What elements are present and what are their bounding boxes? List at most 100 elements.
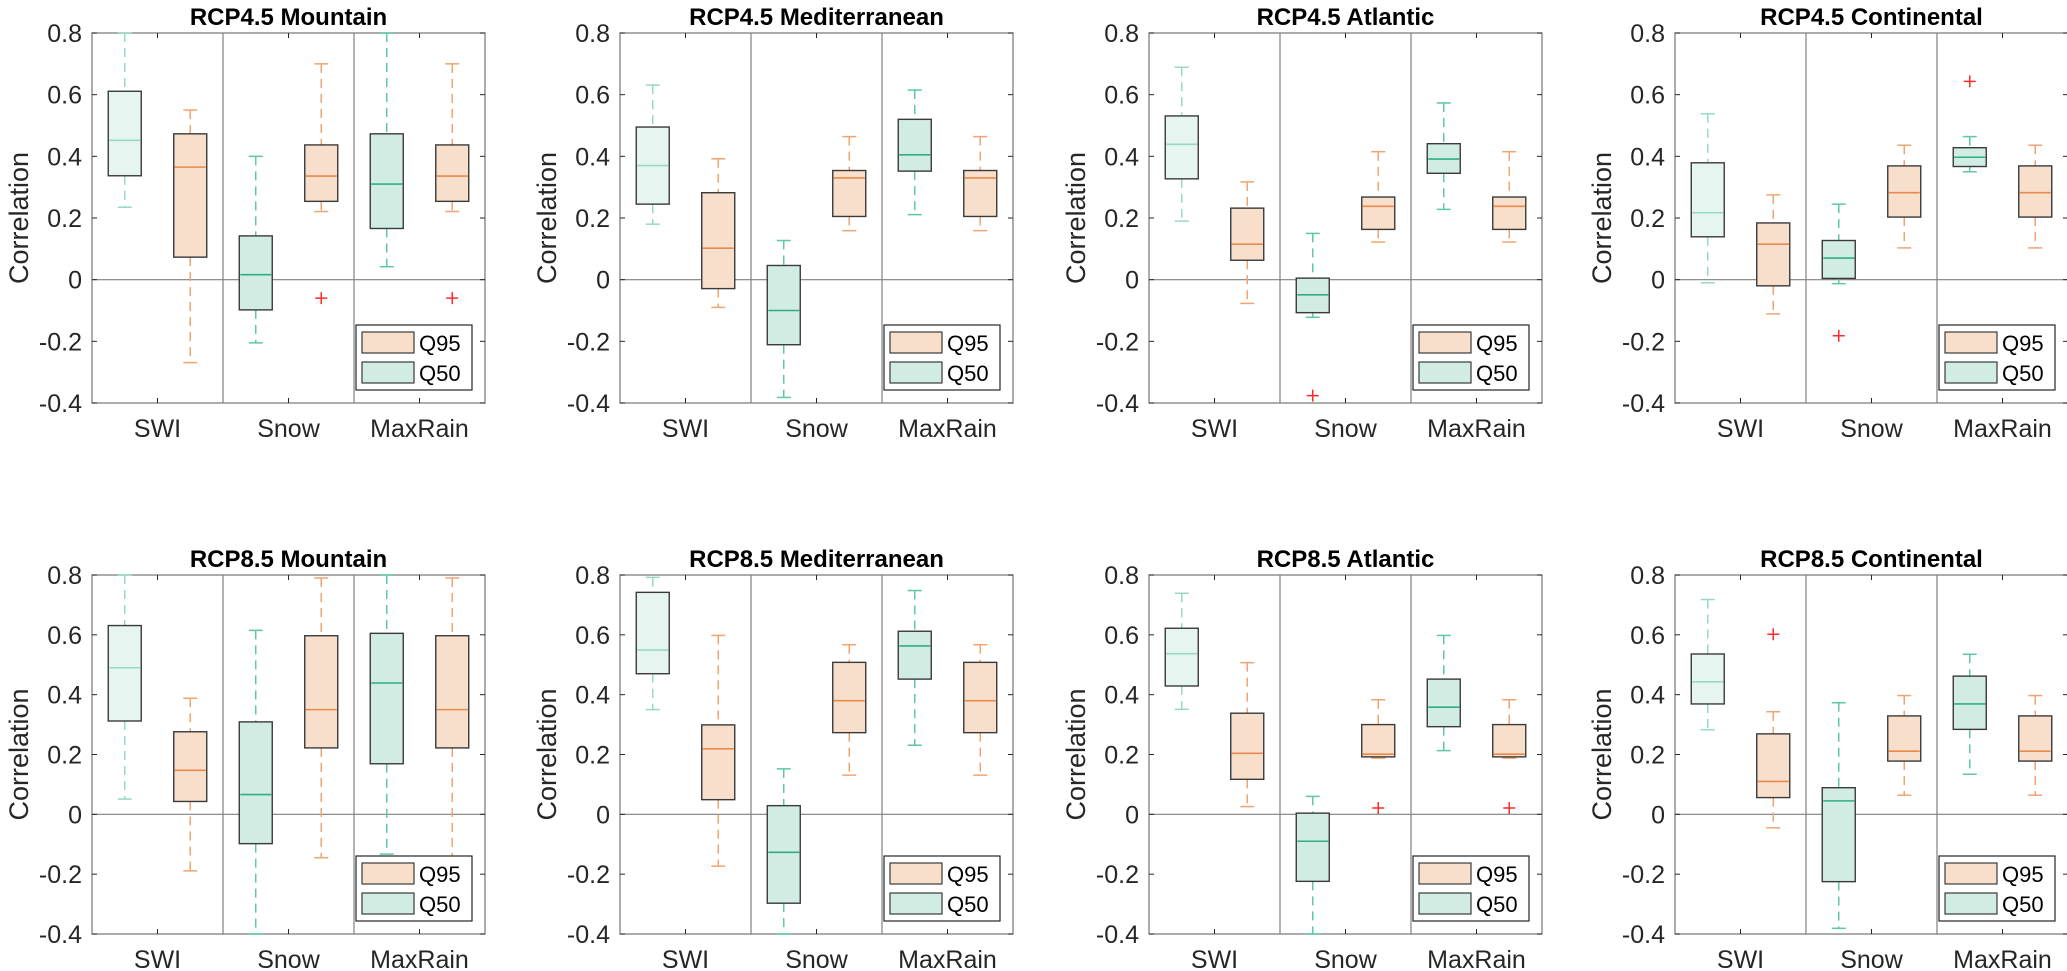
box-snow-q95 <box>1887 694 1922 796</box>
box-iqr <box>897 630 932 680</box>
subplot-6: RCP8.5 Atlantic Correlation -0.4 -0.2 0 0.2 0.… <box>1061 546 1543 971</box>
legend-label: Q95 <box>2002 862 2044 887</box>
outlier-marker <box>446 292 459 305</box>
box-swi-q95 <box>701 634 736 867</box>
x-tick-label: MaxRain <box>1427 415 1526 443</box>
x-tick-label: MaxRain <box>898 946 997 971</box>
box-swi-q50 <box>1164 66 1199 222</box>
box-snow-q50 <box>1821 701 1856 930</box>
y-axis-label: Correlation <box>1587 152 1617 284</box>
legend-label: Q50 <box>947 361 989 386</box>
box-iqr <box>1164 627 1199 687</box>
box-iqr <box>173 133 208 258</box>
y-tick-label: 0.6 <box>47 82 82 110</box>
box-snow-q50 <box>1821 203 1856 342</box>
y-tick-label: -0.2 <box>1622 328 1665 356</box>
box-maxrain-q50 <box>897 89 932 216</box>
y-tick-label: 0 <box>68 267 82 295</box>
y-axis-label: Correlation <box>532 688 562 820</box>
box-iqr <box>766 804 801 904</box>
box-iqr <box>1295 812 1330 883</box>
box-snow-q95 <box>1361 150 1396 243</box>
legend-swatch-q95 <box>1418 862 1472 885</box>
x-tick-label: MaxRain <box>898 415 997 443</box>
y-tick-label: 0 <box>1651 267 1665 295</box>
y-tick-label: 0 <box>596 267 610 295</box>
box-swi-q50 <box>107 32 142 208</box>
box-iqr <box>1361 196 1396 231</box>
x-tick-label: Snow <box>785 415 848 443</box>
y-tick-label: 0.4 <box>47 682 82 710</box>
y-tick-label: 0.6 <box>575 82 610 110</box>
box-iqr <box>2018 715 2053 762</box>
x-tick-label: SWI <box>1191 946 1238 971</box>
outlier-marker <box>1832 329 1845 342</box>
y-tick-label: 0.4 <box>575 682 610 710</box>
legend-swatch-q50 <box>1944 361 1998 384</box>
box-maxrain-q50 <box>369 574 404 855</box>
box-maxrain-q95 <box>435 577 470 859</box>
y-tick-label: -0.4 <box>39 390 82 418</box>
box-maxrain-q95 <box>1492 150 1527 243</box>
box-iqr <box>1492 196 1527 231</box>
x-tick-label: MaxRain <box>370 946 469 971</box>
legend-swatch-q95 <box>889 862 943 885</box>
y-tick-label: -0.2 <box>567 861 610 889</box>
box-snow-q50 <box>1295 795 1330 935</box>
box-iqr <box>1756 733 1791 799</box>
box-iqr <box>435 144 470 203</box>
subplot-title: RCP4.5 Atlantic <box>1257 4 1435 31</box>
box-maxrain-q95 <box>435 63 470 305</box>
y-axis-label: Correlation <box>1587 688 1617 820</box>
y-tick-label: 0.8 <box>47 562 82 590</box>
box-iqr <box>1952 675 1987 731</box>
legend-swatch-q50 <box>361 892 415 915</box>
box-maxrain-q95 <box>1492 699 1527 815</box>
legend-label: Q95 <box>1476 331 1518 356</box>
box-maxrain-q95 <box>2018 694 2053 796</box>
y-tick-label: 0.4 <box>1630 143 1665 171</box>
box-iqr <box>369 133 404 230</box>
subplot-4: RCP8.5 Mountain Correlation -0.4 -0.2 0 0.2 0.… <box>4 546 486 971</box>
y-tick-label: -0.2 <box>39 861 82 889</box>
box-swi-q50 <box>635 576 670 711</box>
y-tick-label: 0.2 <box>575 205 610 233</box>
box-snow-q95 <box>304 63 339 305</box>
legend-label: Q50 <box>2002 361 2044 386</box>
box-iqr <box>173 731 208 803</box>
box-swi-q50 <box>635 84 670 225</box>
legend-label: Q95 <box>1476 862 1518 887</box>
x-tick-label: MaxRain <box>1953 415 2052 443</box>
box-iqr <box>2018 165 2053 218</box>
y-tick-label: 0 <box>1125 801 1139 829</box>
y-tick-label: -0.4 <box>1622 921 1665 949</box>
box-swi-q50 <box>1164 592 1199 711</box>
y-tick-label: 0.4 <box>575 143 610 171</box>
x-tick-label: Snow <box>257 415 320 443</box>
box-swi-q50 <box>1690 598 1725 731</box>
y-tick-label: 0.2 <box>1630 742 1665 770</box>
box-snow-q50 <box>766 768 801 935</box>
y-tick-label: -0.2 <box>1096 328 1139 356</box>
y-tick-label: -0.2 <box>1622 861 1665 889</box>
subplot-3: RCP4.5 Continental Correlation -0.4 -0.2 0 0.… <box>1587 4 2067 443</box>
outlier-marker <box>315 292 328 305</box>
y-tick-label: 0.4 <box>1630 682 1665 710</box>
box-iqr <box>832 661 867 734</box>
y-tick-label: 0.2 <box>1104 205 1139 233</box>
box-swi-q50 <box>107 574 142 800</box>
box-maxrain-q50 <box>1952 653 1987 775</box>
box-iqr <box>369 632 404 765</box>
box-swi-q95 <box>173 697 208 872</box>
y-tick-label: 0.6 <box>1630 622 1665 650</box>
y-axis-label: Correlation <box>4 152 34 284</box>
x-tick-label: SWI <box>1717 946 1764 971</box>
y-tick-label: -0.4 <box>567 390 610 418</box>
y-tick-label: 0.2 <box>1630 205 1665 233</box>
legend-swatch-q50 <box>361 361 415 384</box>
box-iqr <box>304 635 339 749</box>
box-iqr <box>1690 162 1725 238</box>
y-tick-label: 0.6 <box>1104 622 1139 650</box>
